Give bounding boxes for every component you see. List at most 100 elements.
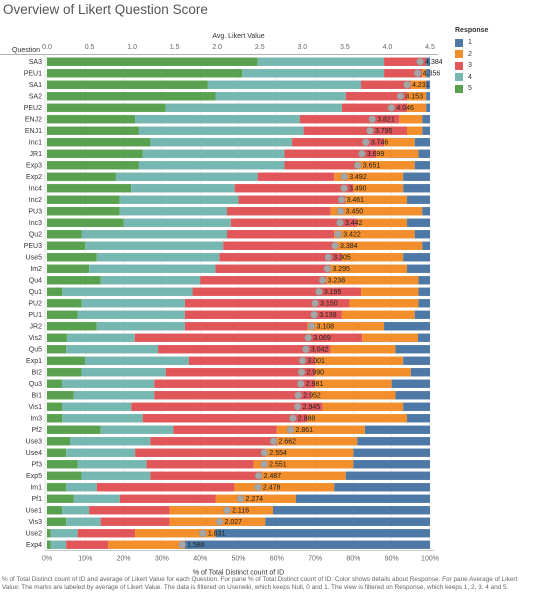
bar-segment-5	[47, 57, 258, 66]
avg-value-label: 4.231	[412, 82, 430, 89]
bar-segment-5	[47, 379, 63, 388]
bar-segment-2	[315, 368, 411, 377]
bar-segment-5	[47, 529, 51, 538]
question-label: Inc3	[29, 220, 42, 227]
avg-value-label: 4.046	[396, 105, 414, 112]
question-label: Im3	[30, 416, 42, 423]
bar-segment-2	[384, 138, 415, 147]
bar-segment-5	[47, 207, 120, 216]
bar-segment-4	[81, 368, 166, 377]
legend-swatch-2	[455, 50, 463, 59]
legend-item-1[interactable]: 1	[455, 37, 488, 49]
avg-marker	[178, 540, 186, 549]
bar-segment-3	[257, 172, 335, 181]
bar-segment-2	[307, 414, 408, 423]
question-label: PU3	[28, 209, 42, 216]
bar-segment-4	[69, 437, 151, 446]
bar-segment-5	[47, 402, 63, 411]
avg-marker	[340, 184, 348, 193]
bar-segment-2	[215, 494, 296, 503]
avg-value-label: 2.662	[279, 439, 297, 446]
bar-segment-1	[403, 402, 430, 411]
bar-segment-5	[47, 80, 208, 89]
bar-segment-1	[345, 471, 430, 480]
bar-segment-3	[227, 207, 331, 216]
avg-marker	[298, 356, 307, 365]
bar-segment-4	[62, 506, 90, 515]
avg-marker	[307, 322, 316, 331]
bar-segment-4	[96, 322, 185, 331]
question-row: Pf2 2.861	[31, 425, 430, 434]
bar-segment-3	[384, 69, 423, 78]
chart-title: Overview of Likert Question Score	[3, 2, 208, 17]
bar-segment-5	[47, 264, 90, 273]
bar-segment-4	[96, 253, 220, 262]
question-row: Qu1 3.195	[29, 287, 430, 296]
avg-marker	[294, 391, 303, 400]
bar-segment-3	[134, 333, 363, 342]
bar-segment-1	[403, 356, 430, 365]
bar-segment-2	[253, 460, 354, 469]
bar-segment-1	[215, 529, 430, 538]
avg-marker	[260, 460, 268, 469]
avg-value-label: 2.952	[303, 393, 321, 400]
bar-segment-1	[395, 345, 430, 354]
bar-segment-3	[184, 310, 342, 319]
question-label: PEU1	[24, 71, 42, 78]
legend-item-5[interactable]: 5	[455, 83, 488, 95]
bar-segment-3	[154, 391, 312, 400]
legend-item-2[interactable]: 2	[455, 49, 488, 61]
row-header: Question	[12, 47, 40, 54]
top-tick-label: 0.0	[42, 44, 52, 51]
bottom-tick-label: 0%	[42, 556, 52, 563]
bar-segment-4	[66, 483, 97, 492]
avg-value-label: 3.238	[328, 278, 346, 285]
bar-segment-5	[47, 149, 143, 158]
bar-segment-1	[407, 264, 430, 273]
avg-value-label: 3.651	[363, 163, 381, 170]
bar-segment-4	[115, 172, 258, 181]
legend-item-3[interactable]: 3	[455, 60, 488, 72]
question-row: PU3 3.450	[28, 207, 430, 216]
bar-segment-4	[100, 425, 174, 434]
question-label: BI2	[31, 370, 42, 377]
bar-segment-4	[81, 230, 228, 239]
bar-segment-1	[403, 253, 430, 262]
bar-segment-1	[422, 126, 430, 135]
bar-segment-2	[407, 103, 427, 112]
bottom-tick-label: 40%	[193, 556, 207, 563]
avg-value-label: 2.027	[225, 519, 243, 526]
avg-marker	[318, 276, 327, 285]
avg-marker	[289, 414, 297, 423]
bar-segment-4	[165, 103, 342, 112]
avg-value-label: 3.461	[347, 197, 365, 204]
bar-segment-4	[66, 333, 135, 342]
avg-marker	[416, 57, 424, 66]
bar-segment-2	[334, 241, 423, 250]
legend-item-4[interactable]: 4	[455, 72, 488, 84]
question-label: Inc4	[29, 186, 42, 193]
bar-segment-1	[384, 322, 430, 331]
question-label: Im1	[30, 485, 42, 492]
bar-segment-3	[150, 471, 262, 480]
bar-segment-3	[66, 540, 109, 549]
legend-swatch-4	[455, 73, 463, 82]
bar-segment-2	[353, 184, 404, 193]
legend-label-4: 4	[468, 73, 472, 81]
bar-segment-3	[341, 103, 408, 112]
bar-segment-4	[66, 517, 101, 526]
top-tick-label: 2.5	[255, 44, 265, 51]
bar-segment-5	[47, 276, 101, 285]
bar-segment-2	[276, 437, 358, 446]
question-row: JR1 3.699	[30, 149, 430, 158]
avg-value-label: 3.295	[332, 266, 350, 273]
question-row: Exp1 3.001	[26, 356, 430, 365]
avg-marker	[366, 126, 374, 135]
legend: Response 1 2 3 4 5	[455, 27, 488, 95]
top-tick-label: 1.5	[170, 44, 180, 51]
avg-value-label: 2.551	[269, 462, 287, 469]
legend-swatch-3	[455, 61, 463, 70]
avg-value-label: 1.588	[187, 542, 205, 549]
bar-segment-3	[150, 437, 277, 446]
bar-segment-4	[81, 471, 151, 480]
